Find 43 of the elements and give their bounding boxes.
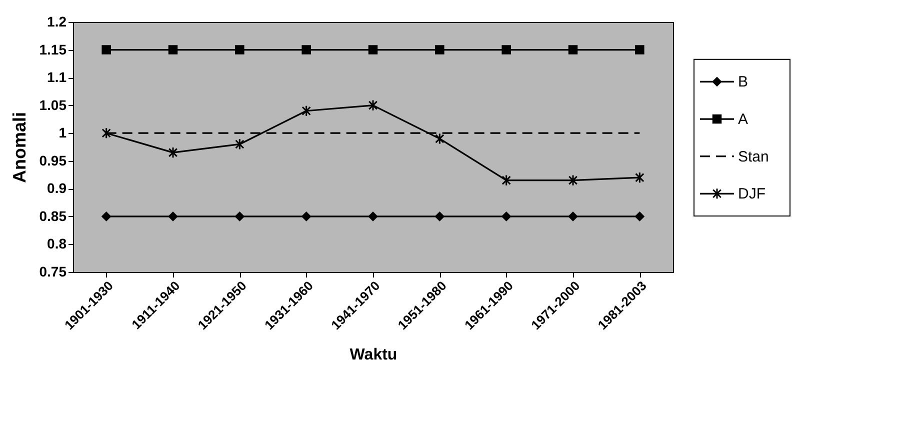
y-tick-label: 1.05	[39, 96, 67, 113]
point	[102, 127, 111, 139]
point	[568, 45, 578, 54]
point	[568, 174, 578, 186]
point	[168, 212, 178, 222]
point	[302, 105, 311, 117]
y-tick-label: 1	[58, 124, 67, 141]
point	[302, 212, 311, 222]
point	[168, 146, 178, 158]
point	[102, 212, 111, 222]
point	[502, 174, 511, 186]
point	[635, 45, 644, 54]
point	[168, 45, 178, 54]
y-tick-label: 1.2	[47, 14, 67, 30]
point	[235, 45, 244, 54]
legend-label: A	[738, 111, 748, 128]
y-tick-label: 0.8	[47, 236, 67, 252]
y-tick-label: 0.95	[39, 152, 67, 168]
legend-label: Stan	[738, 148, 769, 166]
y-tick-label: 0.85	[39, 208, 67, 224]
point	[235, 212, 244, 222]
point	[302, 45, 311, 54]
y-tick-label: 0.9	[47, 180, 67, 196]
point	[435, 212, 444, 222]
point	[435, 132, 444, 144]
point	[568, 212, 578, 222]
point	[502, 45, 511, 54]
legend-label: B	[738, 74, 748, 91]
point	[435, 45, 444, 54]
point	[102, 45, 111, 54]
point	[235, 138, 244, 150]
y-axis-title: Anomali	[9, 112, 30, 184]
point	[635, 172, 644, 184]
legend-label: DJF	[738, 186, 766, 203]
x-axis-title: Waktu	[350, 346, 398, 364]
point	[635, 212, 644, 222]
y-tick-label: 1.1	[47, 69, 67, 86]
point	[368, 100, 378, 112]
point	[502, 212, 511, 222]
y-tick-label: 0.75	[39, 264, 67, 280]
point	[368, 45, 378, 54]
point	[368, 212, 378, 222]
y-tick-label: 1.15	[39, 41, 67, 58]
